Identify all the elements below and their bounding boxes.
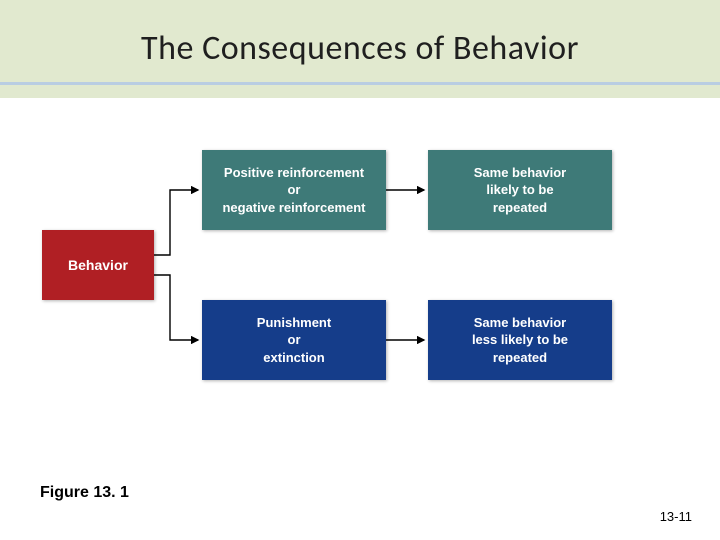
line: negative reinforcement: [222, 199, 365, 217]
line: likely to be: [474, 181, 567, 199]
line: Same behavior: [474, 164, 567, 182]
slide-title: The Consequences of Behavior: [0, 28, 720, 69]
line: or: [257, 331, 331, 349]
box-repeat-likely: Same behavior likely to be repeated: [428, 150, 612, 230]
box-punishment: Punishment or extinction: [202, 300, 386, 380]
figure-label: Figure 13. 1: [40, 484, 129, 502]
line: Positive reinforcement: [222, 164, 365, 182]
line: or: [222, 181, 365, 199]
line: Same behavior: [472, 314, 568, 332]
box-repeat-unlikely: Same behavior less likely to be repeated: [428, 300, 612, 380]
box-behavior: Behavior: [42, 230, 154, 300]
page-number: 13-11: [660, 509, 692, 524]
line: repeated: [474, 199, 567, 217]
line: extinction: [257, 349, 331, 367]
line: less likely to be: [472, 331, 568, 349]
line: repeated: [472, 349, 568, 367]
flowchart: Behavior Positive reinforcement or negat…: [0, 120, 720, 460]
title-underline: [0, 82, 720, 85]
line: Punishment: [257, 314, 331, 332]
box-behavior-label: Behavior: [68, 256, 128, 275]
box-reinforcement: Positive reinforcement or negative reinf…: [202, 150, 386, 230]
